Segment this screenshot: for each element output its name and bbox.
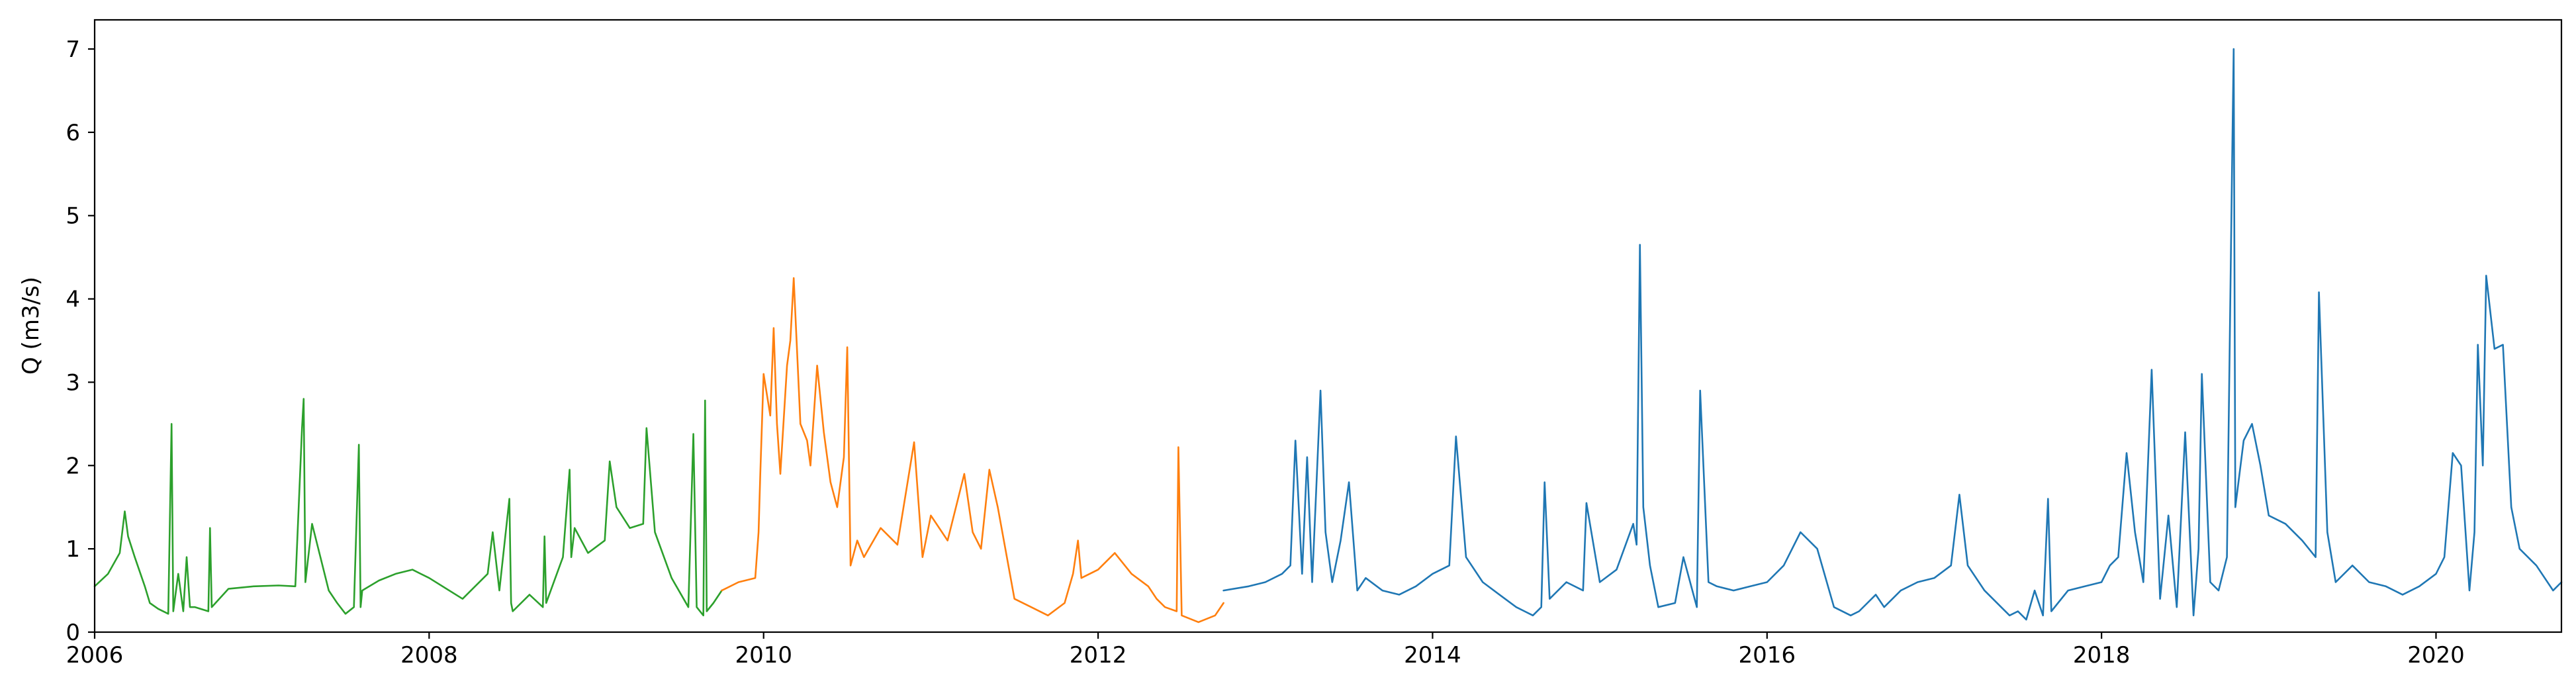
y-axis-label: Q (m3/s) xyxy=(18,277,44,375)
y-tick-label: 5 xyxy=(66,203,80,230)
x-tick-label: 2016 xyxy=(1739,642,1796,669)
y-tick-label: 6 xyxy=(66,120,80,146)
x-tick-label: 2012 xyxy=(1070,642,1127,669)
y-tick-label: 1 xyxy=(66,536,80,563)
series-layer xyxy=(93,48,2563,624)
x-tick-label: 2006 xyxy=(66,642,124,669)
x-tick-label: 2014 xyxy=(1404,642,1461,669)
x-tick-label: 2018 xyxy=(2073,642,2131,669)
series-line-2 xyxy=(721,277,1224,624)
series-line-3 xyxy=(1222,48,2563,621)
x-tick-label: 2008 xyxy=(400,642,458,669)
y-tick-label: 2 xyxy=(66,453,80,479)
y-tick-label: 7 xyxy=(66,36,80,63)
y-axis: 0 1 2 3 4 5 6 7 xyxy=(66,36,95,646)
x-axis: 2006 2008 2010 2012 2014 2016 2018 2020 xyxy=(66,632,2465,669)
plot-frame xyxy=(93,19,2563,633)
y-tick-label: 4 xyxy=(66,287,80,313)
y-tick-label: 3 xyxy=(66,369,80,396)
y-tick-label: 0 xyxy=(66,620,80,646)
x-tick-label: 2020 xyxy=(2407,642,2465,669)
x-tick-label: 2010 xyxy=(735,642,792,669)
series-line-1 xyxy=(93,398,723,617)
